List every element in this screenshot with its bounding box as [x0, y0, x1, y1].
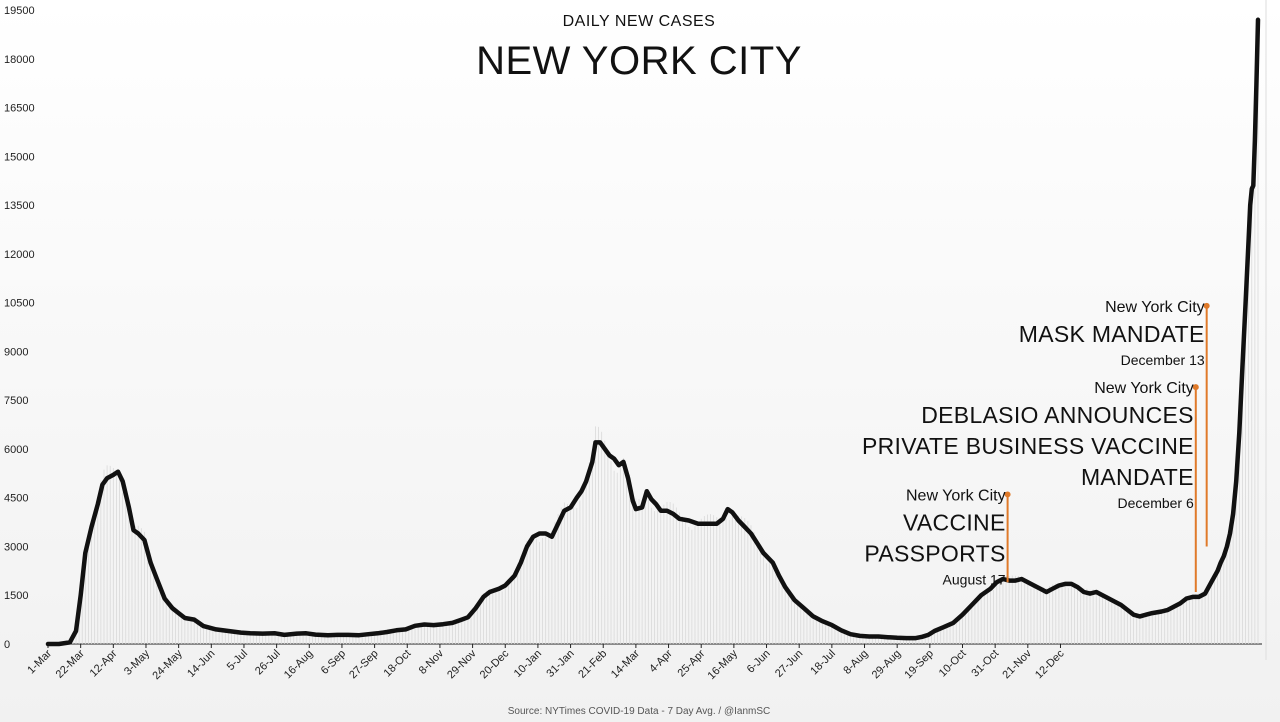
annotation-date: August 17	[943, 571, 1006, 587]
source-note: Source: NYTimes COVID-19 Data - 7 Day Av…	[508, 706, 770, 717]
annotation-date: December 13	[1121, 352, 1205, 368]
annotation-marker-dot	[1004, 491, 1011, 498]
annotation-location: New York City	[906, 487, 1006, 504]
annotation-headline: MASK MANDATE	[1019, 321, 1205, 347]
annotation-headline: VACCINE	[903, 509, 1006, 535]
annotation-date: December 6	[1118, 495, 1194, 511]
y-tick-label: 18000	[4, 54, 35, 66]
y-tick-label: 6000	[4, 444, 28, 456]
annotation-marker-dot	[1192, 384, 1199, 391]
annotation-marker-dot	[1203, 302, 1210, 309]
y-tick-label: 19500	[4, 5, 35, 17]
y-tick-label: 7500	[4, 395, 28, 407]
series-line-7day-avg	[45, 17, 1261, 647]
annotations: New York City VACCINE PASSPORTS August 17 Ne…	[862, 299, 1210, 592]
y-tick-label: 13500	[4, 200, 35, 212]
y-tick-label: 12000	[4, 249, 35, 261]
annotation-headline: PRIVATE BUSINESS VACCINE	[862, 433, 1194, 459]
y-tick-label: 16500	[4, 103, 35, 115]
chart-subtitle: DAILY NEW CASES	[563, 13, 716, 30]
annotation-location: New York City	[1105, 299, 1205, 316]
y-tick-label: 3000	[4, 541, 28, 553]
annotation-location: New York City	[1094, 380, 1194, 397]
y-axis-ticks: 0 1500 3000 4500 6000 7500 9000 10500 12000 13500…	[4, 5, 35, 651]
y-tick-label: 9000	[4, 346, 28, 358]
annotation-headline: PASSPORTS	[864, 540, 1005, 566]
y-tick-label: 10500	[4, 298, 35, 310]
y-tick-label: 0	[4, 639, 10, 651]
annotation-headline: DEBLASIO ANNOUNCES	[921, 402, 1194, 428]
chart-title: NEW YORK CITY	[476, 39, 802, 83]
annotation-headline: MANDATE	[1081, 464, 1194, 490]
y-tick-label: 15000	[4, 151, 35, 163]
y-tick-label: 4500	[4, 493, 28, 505]
y-tick-label: 1500	[4, 590, 28, 602]
